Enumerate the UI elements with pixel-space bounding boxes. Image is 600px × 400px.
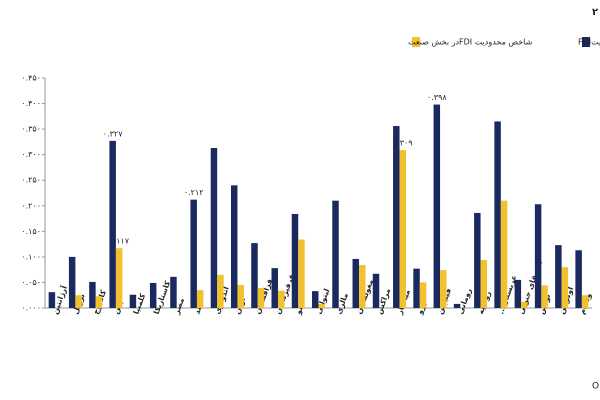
y-tick-label: ۰.۲۰۰ bbox=[21, 201, 41, 210]
bar bbox=[68, 256, 76, 308]
bar bbox=[541, 285, 548, 308]
y-tick-label: ۰.۴۵۰ bbox=[21, 74, 41, 83]
bar bbox=[89, 281, 96, 308]
bar bbox=[217, 274, 224, 308]
bar bbox=[413, 268, 420, 308]
bar bbox=[75, 295, 82, 308]
bar bbox=[312, 291, 319, 308]
bar bbox=[332, 200, 339, 308]
bar bbox=[230, 185, 238, 308]
bar bbox=[170, 276, 177, 308]
bar bbox=[129, 294, 137, 308]
bar bbox=[494, 121, 501, 308]
bar bbox=[359, 265, 366, 308]
bar bbox=[440, 270, 447, 308]
y-tick-label: ۰.۰۵۰ bbox=[21, 278, 41, 287]
bar bbox=[352, 258, 360, 308]
bar bbox=[95, 296, 103, 308]
bar bbox=[277, 290, 285, 308]
bar bbox=[372, 273, 380, 308]
bar bbox=[291, 213, 299, 308]
bar bbox=[419, 282, 427, 308]
bar bbox=[581, 295, 589, 308]
bar bbox=[257, 288, 265, 308]
bar bbox=[271, 268, 278, 308]
bar bbox=[500, 200, 508, 308]
y-tick-label: ۰.۴۰۰ bbox=[21, 99, 41, 108]
bar bbox=[318, 303, 325, 308]
bar bbox=[149, 282, 157, 308]
y-tick-label: ۰.۲۵۰ bbox=[21, 176, 41, 185]
y-tick-label: ۰.۱۰۰ bbox=[21, 252, 41, 261]
bar bbox=[251, 243, 258, 308]
bar bbox=[561, 267, 569, 308]
bar bbox=[480, 259, 488, 308]
data-label: ۰.۳۲۷ bbox=[103, 129, 123, 138]
bar bbox=[298, 239, 305, 308]
legend-swatch bbox=[412, 37, 420, 47]
bar bbox=[555, 245, 562, 308]
y-tick-label: ۰.۱۵۰ bbox=[21, 227, 41, 236]
bar bbox=[210, 148, 218, 308]
x-tick-label: رومانی bbox=[456, 287, 474, 315]
data-label: ۰.۳۰۹ bbox=[393, 139, 413, 148]
data-label: ۰.۲۱۲ bbox=[184, 188, 204, 197]
bar bbox=[575, 250, 582, 308]
y-tick-label: ۰.۰۰۰ bbox=[21, 304, 41, 313]
y-tick-label: ۰.۳۵۰ bbox=[21, 125, 41, 134]
bar bbox=[115, 248, 123, 308]
bar bbox=[433, 104, 441, 308]
y-tick-label: ۰.۳۰۰ bbox=[21, 150, 41, 159]
bar bbox=[399, 150, 407, 308]
bar bbox=[453, 303, 461, 308]
bar bbox=[237, 285, 244, 308]
bar bbox=[196, 290, 204, 308]
bar bbox=[521, 301, 528, 308]
data-label: ۰.۳۹۸ bbox=[427, 93, 447, 102]
bar bbox=[48, 292, 56, 308]
bar bbox=[514, 279, 522, 308]
data-label: ۰.۱۱۷ bbox=[109, 237, 129, 246]
bar bbox=[190, 199, 197, 308]
bar bbox=[109, 140, 116, 308]
legend-label: شاخص محدودیت FDIدر بخش صنعت bbox=[408, 38, 533, 47]
source: منبع داده ها: سازمان OECD bbox=[592, 382, 600, 392]
legend-swatch bbox=[582, 37, 590, 47]
bar bbox=[534, 204, 542, 308]
bar bbox=[474, 212, 481, 308]
bar bbox=[393, 126, 400, 309]
chart-title: نمودار ۴ - شاخص محدودیت مقرراتی سرمایه‌گ… bbox=[592, 5, 600, 18]
